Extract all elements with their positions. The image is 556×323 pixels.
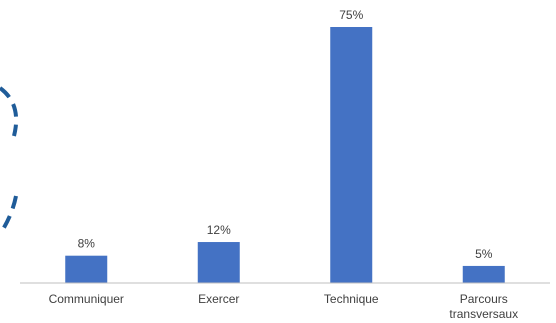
x-tick-label: Parcours transversaux bbox=[449, 292, 518, 321]
data-label: 8% bbox=[78, 237, 96, 251]
x-tick-label: Exercer bbox=[198, 292, 239, 306]
decorative-dashed-curve bbox=[0, 86, 19, 236]
x-tick-label: Technique bbox=[324, 292, 379, 306]
bars-layer bbox=[65, 27, 505, 283]
bar-technique bbox=[330, 27, 373, 283]
labels-layer: 8% 12% 75% 5% bbox=[78, 8, 493, 261]
x-tick-label: Communiquer bbox=[49, 292, 124, 306]
x-tick-labels: Communiquer Exercer Technique Parcours trans… bbox=[49, 292, 519, 321]
bar-exercer bbox=[197, 242, 240, 283]
data-label: 12% bbox=[207, 223, 231, 237]
data-label: 5% bbox=[475, 247, 493, 261]
bar-parcours-transversaux bbox=[462, 265, 505, 283]
data-label: 75% bbox=[339, 8, 363, 22]
bar-communiquer bbox=[65, 255, 108, 283]
